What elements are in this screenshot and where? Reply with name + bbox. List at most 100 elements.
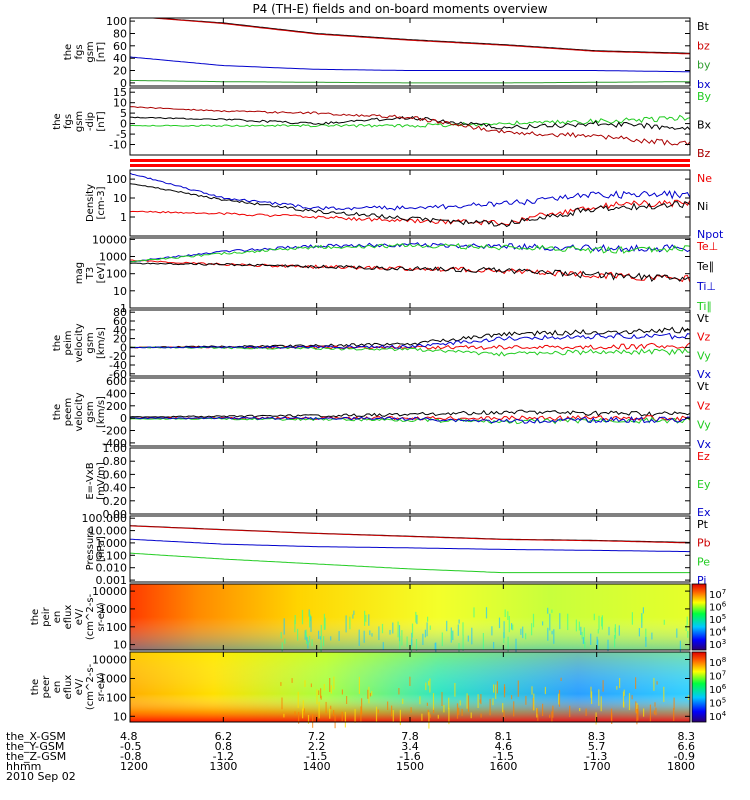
footer-value-y: 5.7	[588, 740, 606, 753]
y-tick-label: 0.00	[103, 508, 128, 521]
spectrogram-streak	[318, 630, 320, 639]
separator-bar-bottom	[130, 164, 690, 167]
spectrogram-streak	[281, 642, 283, 652]
spectrogram-streak	[302, 708, 304, 719]
y-axis-label: (cm^2-s-	[85, 593, 96, 640]
spectrogram-streak	[297, 628, 299, 641]
y-axis-label: velocity	[74, 392, 85, 431]
spectrogram-streak	[598, 689, 600, 706]
spectrogram-streak	[628, 693, 631, 711]
colorbar-tick-label: 108	[709, 656, 726, 669]
spectrogram-streak	[619, 678, 621, 688]
panel-4: 10000 1000 100 10 1 mag T3 [eV] Te⊥ Te∥ Ti⊥ Ti∥	[74, 233, 718, 315]
footer-value-y: -0.5	[120, 740, 141, 753]
spectrogram-streak	[419, 696, 421, 705]
legend-entry: Pe	[697, 555, 710, 568]
spectrogram-streak	[547, 607, 549, 614]
spectrogram-streak	[515, 638, 517, 653]
legend-entry: Vy	[697, 349, 711, 362]
spectrogram-streak	[513, 701, 515, 717]
spectrogram-streak	[473, 607, 475, 618]
spectrogram-streak	[471, 627, 473, 645]
spectrogram-streak	[631, 695, 633, 700]
y-tick-label: 0.60	[103, 468, 128, 481]
y-axis-label: the	[63, 44, 74, 60]
y-tick-label: 10000	[92, 654, 127, 667]
spectrogram-streak	[653, 677, 655, 691]
legend-entry: Pb	[697, 537, 711, 550]
y-axis-label: [nPa]	[96, 536, 107, 562]
spectrogram-streak	[480, 694, 482, 705]
y-tick-label: 0	[120, 77, 127, 90]
spectrogram-streak	[532, 613, 535, 628]
spectrogram-streak	[387, 701, 389, 710]
spectrogram-streak	[552, 705, 554, 718]
y-tick-label: 100	[106, 691, 127, 704]
footer-value-x: 8.3	[588, 730, 606, 743]
spectrogram-streak	[346, 696, 348, 704]
y-tick-label: 100	[106, 621, 127, 634]
spectrogram-streak	[600, 696, 602, 712]
spectrogram-streak	[654, 702, 656, 707]
series-line-Vt-1	[129, 326, 691, 349]
spectrogram-streak	[622, 691, 625, 707]
spectrogram-streak	[318, 701, 320, 719]
y-axis-label: the	[30, 609, 41, 625]
spectrogram-streak	[422, 633, 424, 645]
y-tick-label: 5	[120, 107, 127, 120]
footer-value-hhmm: 1300	[209, 760, 237, 773]
spectrogram-streak	[283, 713, 285, 718]
series-line-Ne-1	[129, 199, 691, 226]
spectrogram-streak	[542, 703, 544, 716]
footer-row-label: the_Y-GSM	[6, 740, 64, 753]
series-line-Vx-4	[129, 332, 691, 349]
spectrogram-streak	[349, 616, 351, 630]
spectrogram-streak	[325, 701, 327, 714]
spectrogram-streak	[344, 711, 346, 728]
spectrogram-streak	[280, 682, 282, 686]
y-axis-label: [cm-3]	[96, 186, 107, 219]
footer-value-y: 6.6	[678, 740, 696, 753]
spectrogram-streak	[301, 609, 304, 625]
spectrogram-streak	[280, 632, 282, 639]
spectrogram-streak	[641, 614, 643, 623]
spectrogram-streak	[426, 702, 428, 706]
spectrogram-streak	[537, 714, 539, 721]
spectrogram-streak	[597, 629, 599, 634]
spectrogram-streak	[429, 678, 431, 693]
spectrogram-streak	[525, 633, 527, 640]
spectrogram-streak	[593, 613, 595, 621]
y-axis-label: mag	[74, 262, 85, 284]
footer-row-label: 2010 Sep 02	[6, 770, 76, 783]
spectrogram-streak	[595, 712, 597, 725]
spectrogram-streak	[663, 619, 665, 625]
y-axis-label: [nT]	[96, 42, 107, 62]
spectrogram-streak	[338, 631, 340, 641]
y-axis-label: [km/s]	[96, 396, 107, 428]
spectrogram-streak	[353, 610, 355, 615]
y-tick-label: 10	[113, 639, 127, 652]
legend-entry: Te⊥	[696, 240, 718, 253]
spectrogram-streak	[542, 621, 544, 626]
spectrogram-streak	[392, 622, 394, 634]
y-tick-label: 20	[113, 333, 127, 346]
y-tick-label: 0	[120, 412, 127, 425]
spectrogram-streak	[305, 629, 307, 638]
y-axis-label: gsm	[85, 401, 96, 422]
legend-entry: Ex	[697, 506, 711, 519]
spectrogram-streak	[462, 634, 464, 651]
footer-value-x: 8.3	[678, 730, 696, 743]
spectrogram-streak	[316, 689, 318, 705]
spectrogram-streak	[424, 629, 426, 638]
spectrogram-streak	[470, 712, 472, 719]
footer-value-x: 4.8	[120, 730, 138, 743]
series-line-Bx-2	[129, 116, 691, 131]
spectrogram-streak	[345, 615, 347, 633]
y-tick-label: 40	[113, 52, 127, 65]
spectrogram-streak	[298, 712, 300, 724]
spectrogram-streak	[363, 630, 365, 643]
spectrogram-streak	[653, 710, 655, 715]
spectrogram-streak	[307, 642, 309, 646]
series-line-Ti-4	[129, 243, 691, 263]
